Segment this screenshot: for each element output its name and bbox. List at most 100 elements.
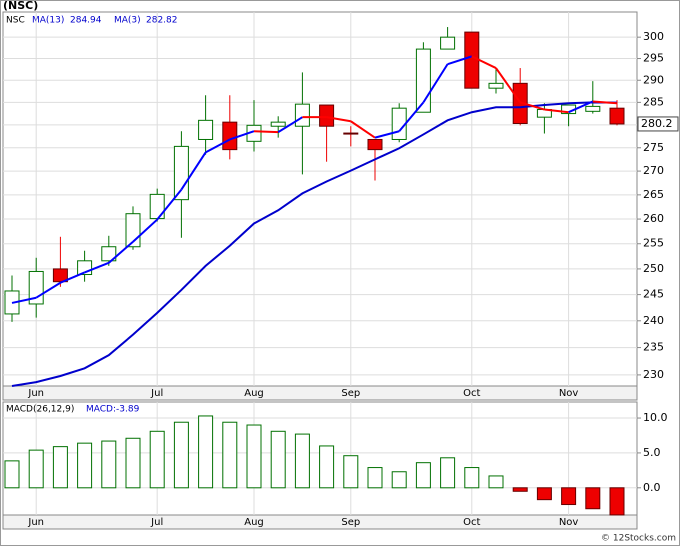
ma-segment — [422, 63, 449, 103]
ma-segment — [495, 67, 522, 103]
ma-segment — [568, 100, 594, 114]
ma-segment — [519, 101, 545, 111]
y-tick-label: 295 — [643, 52, 664, 65]
macd-title: MACD(26,12,9) — [6, 405, 74, 415]
x-tick-label: Jun — [27, 517, 44, 528]
x-tick-label: Nov — [559, 517, 579, 528]
candle-body — [198, 119, 214, 140]
macd-bar — [149, 430, 165, 489]
macd-bar — [367, 467, 383, 489]
x-tick-label: Jul — [150, 388, 163, 399]
ma-segment — [205, 138, 231, 154]
ma-segment — [156, 188, 183, 221]
candle-body — [101, 246, 117, 262]
legend-name: MA(13) — [32, 16, 64, 26]
legend-value: 282.82 — [146, 16, 178, 26]
candle-body — [464, 31, 480, 89]
candle-body — [294, 103, 310, 127]
ma-segment — [471, 55, 497, 69]
legend-value: 284.94 — [70, 16, 102, 26]
price-tag-label: 280.2 — [641, 117, 673, 130]
ma-segment — [84, 261, 110, 274]
y-tick-label: 275 — [643, 141, 664, 154]
y-tick-label: 300 — [643, 30, 664, 43]
ma-segment — [35, 281, 61, 299]
legend-name: MA(3) — [114, 16, 141, 26]
ma-segment — [108, 240, 134, 264]
candle-body — [173, 145, 189, 201]
x-strip — [2, 385, 638, 401]
candle-body — [440, 36, 456, 50]
x-tick-label: Oct — [463, 388, 480, 399]
ma-segment — [326, 116, 351, 123]
macd-bar — [585, 487, 601, 510]
macd-bar — [561, 487, 577, 506]
candle-body — [222, 121, 238, 151]
ma-segment — [398, 101, 425, 132]
x-tick-label: Sep — [341, 388, 360, 399]
ma-segment — [592, 100, 618, 105]
price-tag — [637, 116, 679, 132]
y-tick-label: 240 — [643, 314, 664, 327]
macd-bar — [391, 471, 407, 489]
macd-bar — [609, 487, 625, 516]
macd-bar — [488, 475, 504, 489]
candle-body — [488, 82, 504, 89]
ma-segment — [60, 271, 85, 284]
ma-segment — [11, 296, 37, 304]
ma-segment — [350, 120, 376, 139]
macd-bar — [101, 440, 117, 489]
candle-body — [343, 132, 359, 135]
y-tick-label: 285 — [643, 95, 664, 108]
candle-body — [585, 105, 601, 112]
ma-segment — [180, 151, 207, 191]
x-tick-label: Jun — [27, 388, 44, 399]
y-tick-label: 290 — [643, 73, 664, 86]
macd-bar — [125, 437, 141, 489]
macd-bar — [246, 424, 262, 489]
ma-segment — [277, 116, 303, 134]
y-tick-label: 230 — [643, 368, 664, 381]
macd-bar — [28, 449, 44, 489]
y-tick-label: 235 — [643, 341, 664, 354]
y-tick-label: 255 — [643, 237, 664, 250]
macd-bar — [294, 433, 310, 489]
y-tick-label: 260 — [643, 212, 664, 225]
x-tick-label: Oct — [463, 517, 480, 528]
macd-bar — [512, 487, 528, 492]
x-tick-label: Sep — [341, 517, 360, 528]
macd-bar — [52, 446, 68, 489]
y-tick-label: 265 — [643, 188, 664, 201]
ma-segment — [253, 130, 279, 134]
ma-segment — [447, 55, 473, 66]
macd-bar — [464, 467, 480, 489]
macd-bar — [77, 442, 93, 489]
macd-bar — [173, 421, 189, 489]
macd-bar — [440, 457, 456, 489]
candle-body — [391, 107, 407, 140]
macd-bar — [343, 455, 359, 489]
candle-body — [609, 107, 625, 125]
x-tick-label: Aug — [244, 388, 264, 399]
y-tick-label: 5.0 — [643, 446, 661, 459]
candle-body — [319, 104, 335, 127]
y-tick-label: 0.0 — [643, 481, 661, 494]
macd-bar — [319, 445, 335, 489]
ma-segment — [544, 108, 569, 114]
candle-body — [270, 121, 286, 127]
macd-bar — [415, 462, 431, 489]
x-tick-label: Nov — [559, 388, 579, 399]
macd-bar — [198, 415, 214, 489]
chart-title: (NSC) — [3, 0, 38, 12]
y-tick-label: 245 — [643, 288, 664, 301]
x-strip — [2, 514, 638, 530]
copyright: © 12Stocks.com — [601, 534, 676, 544]
ma-segment — [132, 218, 158, 243]
macd-bar — [222, 421, 238, 489]
x-tick-label: Aug — [244, 517, 264, 528]
macd-bar — [4, 460, 20, 489]
macd-bar — [536, 487, 552, 501]
ma-segment — [374, 130, 400, 139]
